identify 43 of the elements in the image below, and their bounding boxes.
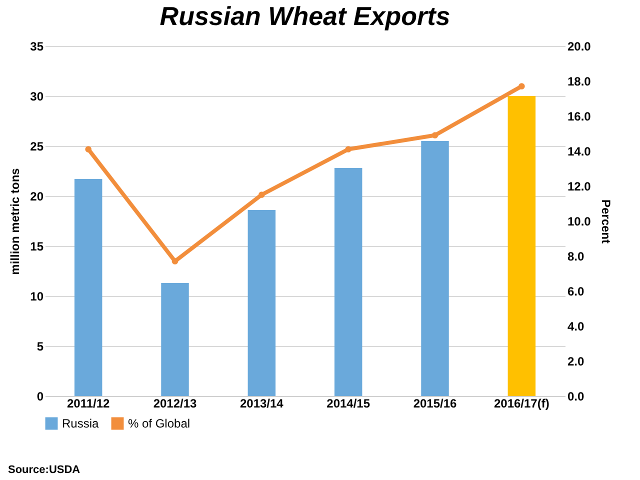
bar — [161, 283, 189, 396]
y-tick-label: 0 — [36, 390, 44, 404]
chart-title: Russian Wheat Exports — [160, 1, 450, 31]
point — [518, 83, 525, 90]
y-axis-title: million metric tons — [8, 168, 22, 275]
point — [172, 258, 178, 264]
y2-tick-label: 12.0 — [568, 180, 592, 194]
legend-label: Russia — [62, 416, 100, 431]
y-tick-label: 20 — [30, 190, 44, 204]
point — [345, 146, 352, 152]
point — [258, 192, 265, 198]
y-tick-label: 15 — [30, 240, 44, 254]
y-tick-label: 5 — [36, 340, 44, 354]
bar — [248, 210, 276, 396]
point — [85, 146, 92, 152]
bar — [421, 141, 449, 396]
point — [432, 132, 438, 138]
y2-tick-label: 2.0 — [568, 354, 585, 368]
y2-tick-label: 4.0 — [568, 320, 585, 334]
bar — [74, 179, 102, 396]
y2-tick-label: 10.0 — [568, 214, 592, 228]
y2-tick-label: 18.0 — [568, 74, 592, 88]
y2-tick-label: 16.0 — [568, 110, 592, 124]
y-tick-label: 35 — [30, 40, 44, 54]
bar — [508, 96, 536, 396]
x-tick-label: 2013/14 — [240, 396, 284, 410]
y-tick-label: 10 — [30, 290, 44, 304]
y2-tick-label: 0.0 — [568, 390, 585, 404]
x-tick-label: 2015/16 — [413, 396, 458, 410]
x-tick-label: 2011/12 — [66, 396, 110, 410]
x-tick-label: 2016/17(f) — [494, 396, 550, 410]
bar — [334, 168, 362, 396]
source-note: Source:USDA — [8, 464, 80, 476]
legend-label: % of Global — [128, 416, 190, 431]
y2-tick-label: 20.0 — [568, 40, 592, 54]
x-tick-label: 2012/13 — [153, 396, 198, 410]
y-tick-label: 30 — [30, 90, 44, 104]
y2-tick-label: 6.0 — [568, 284, 585, 298]
y2-axis-title: Percent — [598, 199, 613, 244]
y2-tick-label: 8.0 — [568, 250, 585, 264]
y-tick-label: 25 — [30, 140, 44, 154]
y2-tick-label: 14.0 — [568, 144, 592, 158]
x-tick-label: 2014/15 — [326, 396, 370, 410]
